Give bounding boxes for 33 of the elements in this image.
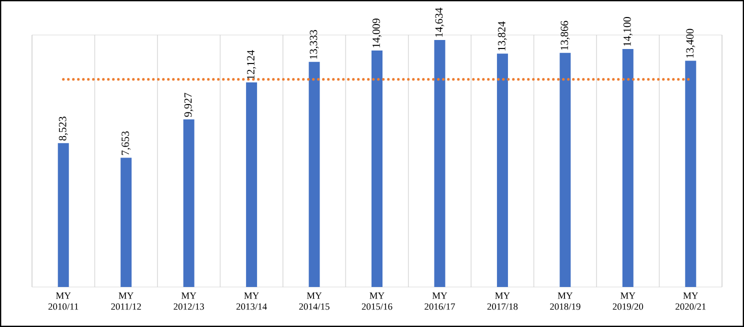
data-label: 13,824	[498, 21, 507, 50]
x-tick-label: MY 2016/17	[424, 292, 455, 310]
data-label: 13,333	[310, 30, 319, 59]
x-tick-label: MY 2014/15	[299, 292, 330, 310]
data-label: 7,653	[122, 131, 131, 155]
x-tick-label: MY 2020/21	[676, 292, 706, 310]
bar	[560, 52, 571, 287]
bar	[622, 48, 634, 287]
x-tick-label: MY 2018/19	[550, 292, 580, 310]
bar	[372, 50, 383, 287]
data-label: 14,100	[623, 17, 632, 46]
x-tick-label: MY 2015/16	[362, 292, 392, 310]
x-tick-label: MY 2013/14	[236, 292, 267, 310]
data-label: 14,009	[372, 18, 382, 48]
bar	[183, 119, 194, 287]
bar	[120, 158, 132, 287]
bar	[246, 82, 258, 287]
bar	[308, 62, 320, 287]
bar	[58, 143, 69, 287]
bar	[685, 60, 696, 287]
bar	[434, 40, 446, 287]
x-tick-label: MY 2011/12	[111, 292, 141, 310]
x-tick-label: MY 2012/13	[174, 292, 204, 310]
data-label: 13,400	[686, 28, 696, 58]
data-label: 9,927	[184, 92, 194, 117]
x-tick-label: MY 2019/20	[612, 292, 644, 310]
data-label: 8,523	[58, 116, 68, 140]
x-tick-label: MY 2017/18	[487, 292, 518, 310]
bar	[496, 54, 508, 287]
data-label: 14,634	[435, 8, 444, 37]
data-label: 13,866	[560, 20, 570, 50]
data-label: 12,124	[247, 50, 256, 80]
x-tick-label: MY 2010/11	[48, 292, 78, 310]
